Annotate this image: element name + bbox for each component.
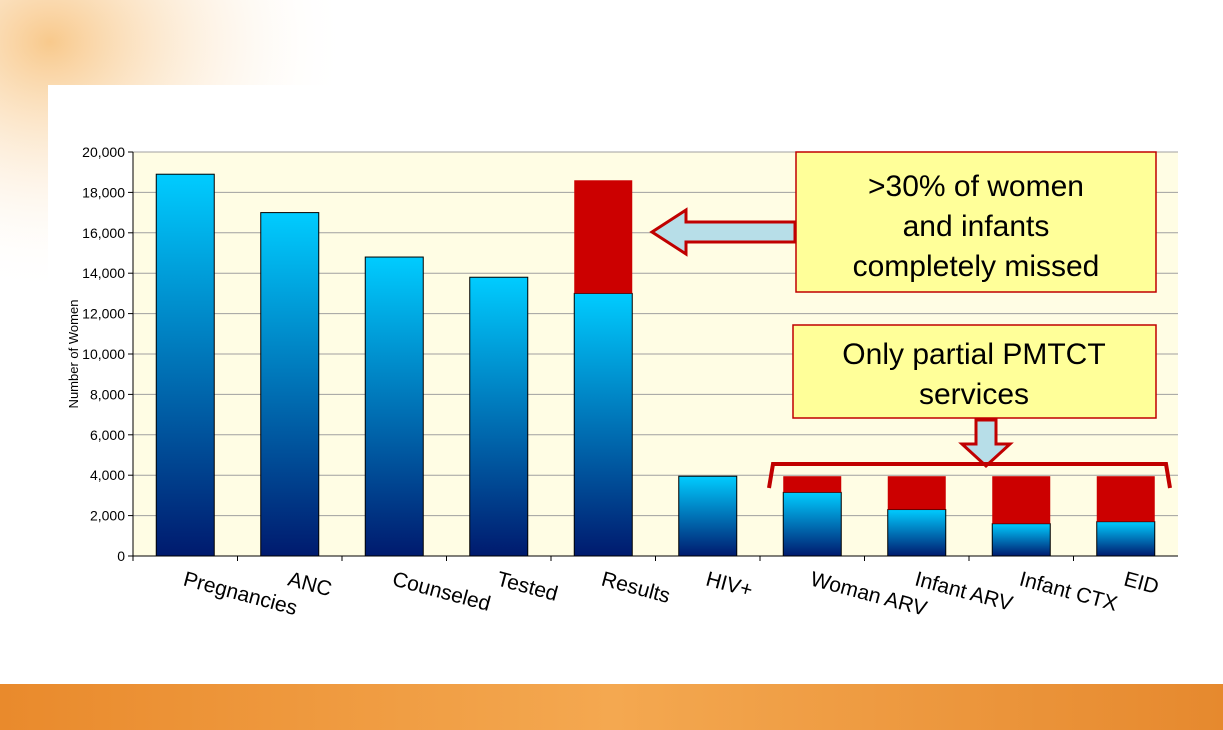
y-tick-label: 8,000 [90, 386, 125, 402]
bar [470, 277, 528, 556]
y-tick-label: 0 [117, 548, 125, 564]
bar [261, 213, 319, 556]
callout-text: >30% of women [868, 170, 1084, 203]
y-tick-label: 10,000 [82, 346, 125, 362]
bar [574, 293, 632, 556]
bar [365, 257, 423, 556]
callout-text: Only partial PMTCT [842, 338, 1105, 371]
bar [1097, 476, 1155, 521]
y-tick-label: 14,000 [82, 265, 125, 281]
bar [679, 476, 737, 556]
bar [1097, 522, 1155, 556]
y-tick-label: 2,000 [90, 508, 125, 524]
slide: Number of Women 0 2,000 4,000 6,000 8,000 10,… [0, 0, 1223, 730]
callout-text: services [919, 378, 1029, 411]
y-tick-label: 18,000 [82, 184, 125, 200]
callout-text: completely missed [853, 250, 1100, 283]
y-tick-label: 6,000 [90, 427, 125, 443]
footer-band [0, 684, 1223, 730]
y-axis-title: Number of Women [66, 300, 81, 409]
bar [992, 476, 1050, 523]
bar [992, 524, 1050, 556]
bar [783, 492, 841, 556]
callout-text: and infants [903, 210, 1050, 243]
bar [888, 476, 946, 509]
bar [156, 174, 214, 556]
y-tick-label: 4,000 [90, 467, 125, 483]
y-tick-label: 12,000 [82, 306, 125, 322]
bar [574, 180, 632, 293]
bar [888, 510, 946, 556]
bar [783, 476, 841, 492]
y-tick-label: 16,000 [82, 225, 125, 241]
y-tick-label: 20,000 [82, 144, 125, 160]
